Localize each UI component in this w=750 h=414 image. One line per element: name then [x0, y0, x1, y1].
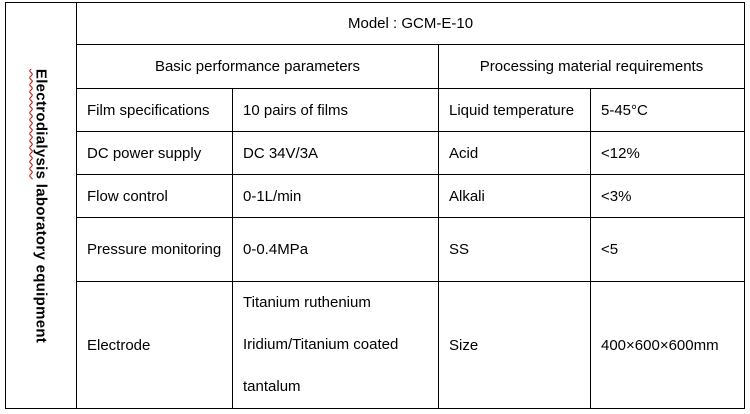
param-value: 10 pairs of films — [232, 88, 439, 132]
requirement-label: Alkali — [438, 174, 591, 218]
side-label: Electrodialysis laboratory equipment — [33, 68, 50, 342]
table-row: Flow control 0-1L/min Alkali <3% — [6, 174, 746, 218]
group-header-basic-performance: Basic performance parameters — [76, 44, 439, 89]
spec-table: Electrodialysis laboratory equipment Mod… — [5, 2, 746, 409]
param-label: Pressure monitoring — [76, 217, 233, 282]
side-label-misspelled-word: Electrodialysis — [32, 68, 50, 179]
param-label: Film specifications — [76, 88, 233, 132]
requirement-label: Liquid temperature — [438, 88, 591, 132]
requirement-value: <12% — [589, 131, 746, 175]
model-header-cell: Model : GCM-E-10 — [75, 2, 746, 45]
param-label: DC power supply — [76, 131, 233, 175]
requirement-label: Size — [438, 281, 591, 409]
table-row: Film specifications 10 pairs of films Li… — [6, 88, 746, 132]
requirement-value: 400×600×600mm — [589, 281, 746, 409]
param-value: 0-0.4MPa — [232, 217, 439, 282]
param-value: 0-1L/min — [232, 174, 439, 218]
side-label-rest: laboratory equipment — [32, 183, 50, 343]
requirement-value: <5 — [589, 217, 746, 282]
group-header-row: Basic performance parameters Processing … — [6, 44, 746, 89]
requirement-label: Acid — [438, 131, 591, 175]
requirement-label: SS — [438, 217, 591, 282]
param-label: Electrode — [76, 281, 233, 409]
table-row: DC power supply DC 34V/3A Acid <12% — [6, 131, 746, 175]
group-header-processing-material: Processing material requirements — [437, 44, 746, 89]
param-label: Flow control — [76, 174, 233, 218]
model-row: Electrodialysis laboratory equipment Mod… — [5, 2, 746, 409]
side-label-cell: Electrodialysis laboratory equipment — [5, 2, 77, 409]
param-value: Titanium ruthenium Iridium/Titanium coat… — [232, 281, 439, 409]
table-row: Electrode Titanium ruthenium Iridium/Tit… — [6, 281, 746, 409]
requirement-value: 5-45°C — [589, 88, 746, 132]
param-value: DC 34V/3A — [232, 131, 439, 175]
table-row: Pressure monitoring 0-0.4MPa SS <5 — [6, 217, 746, 282]
requirement-value: <3% — [589, 174, 746, 218]
